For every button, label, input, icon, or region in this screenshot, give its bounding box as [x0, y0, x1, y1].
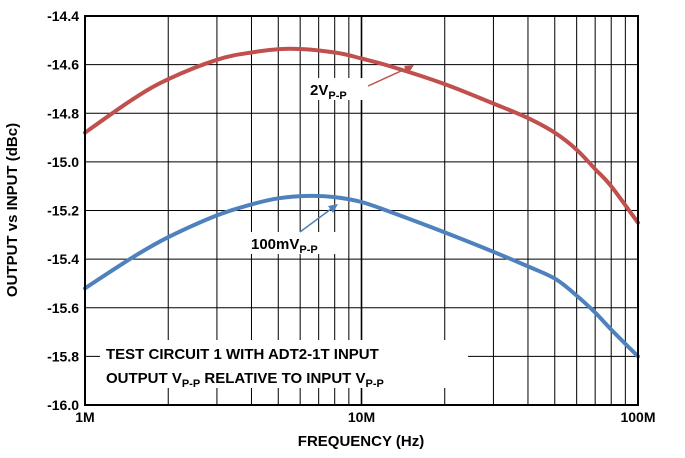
note-line-1: TEST CIRCUIT 1 WITH ADT2-1T INPUT — [106, 346, 379, 363]
plot-frame — [84, 15, 639, 406]
y-tick-label: -15.4 — [47, 251, 79, 267]
arrow-2v — [367, 65, 413, 87]
y-tick-label: -15.2 — [47, 203, 79, 219]
arrowhead-2v — [404, 65, 414, 74]
series-line-100mv — [83, 193, 640, 359]
y-tick-label: -14.8 — [47, 105, 79, 121]
y-tick-label: -15.8 — [47, 348, 79, 364]
series-line-2v — [83, 46, 640, 225]
label-100mv: 100mVP-P — [251, 236, 318, 256]
y-tick-label: -15.0 — [47, 154, 79, 170]
y-tick-label: -14.4 — [47, 8, 79, 24]
tick-labels: -14.4 -14.6 -14.8 -15.0 -15.2 -15.4 -15.6 -15.8… — [47, 8, 655, 425]
y-tick-label: -14.6 — [47, 57, 79, 73]
y-axis-title: OUTPUT vs INPUT (dBc) — [4, 123, 21, 297]
series-group — [83, 46, 640, 359]
label-2v: 2VP-P — [310, 82, 347, 102]
y-tick-label: -16.0 — [47, 397, 79, 413]
arrow-100mv — [299, 205, 336, 233]
x-axis-title: FREQUENCY (Hz) — [298, 433, 424, 450]
note-line-2: OUTPUT VP-P RELATIVE TO INPUT VP-P — [106, 370, 384, 390]
y-tick-label: -15.6 — [47, 300, 79, 316]
x-tick-label: 10M — [348, 409, 375, 425]
x-tick-label: 100M — [620, 409, 655, 425]
label-100mv-bg — [247, 232, 343, 254]
arrowhead-100mv — [328, 204, 338, 213]
label-2v-bg — [306, 78, 376, 100]
x-tick-label: 1M — [75, 409, 94, 425]
note-box — [100, 340, 468, 388]
